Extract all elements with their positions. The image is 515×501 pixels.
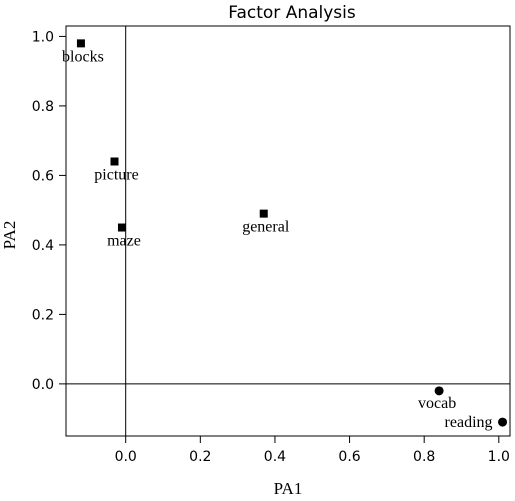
point-marker-vocab	[434, 386, 444, 396]
y-tick-label: 0.2	[32, 307, 54, 323]
point-marker-reading	[498, 417, 508, 427]
point-marker-maze	[117, 223, 126, 232]
x-tick-label: 0.6	[338, 449, 360, 465]
point-label-maze: maze	[107, 233, 141, 250]
x-axis: 0.0 0.2 0.4 0.6 0.8 1.0	[115, 436, 510, 465]
point-label-picture: picture	[94, 167, 138, 184]
point-label-reading: reading	[445, 414, 493, 431]
y-axis-label: PA2	[0, 221, 19, 250]
y-tick-label: 0.6	[32, 168, 54, 184]
y-tick-label: 0.4	[32, 238, 54, 254]
chart-title: Factor Analysis	[228, 3, 356, 23]
data-points: blocks picture maze general vocab reading	[62, 39, 508, 431]
point-marker-picture	[110, 157, 119, 166]
x-axis-label: PA1	[274, 479, 303, 498]
point-label-general: general	[242, 219, 290, 236]
plot-frame	[65, 25, 511, 437]
y-axis: 0.0 0.2 0.4 0.6 0.8 1.0	[32, 29, 66, 393]
point-label-vocab: vocab	[418, 395, 456, 412]
x-tick-label: 0.4	[264, 449, 286, 465]
point-label-blocks: blocks	[62, 48, 104, 65]
point-marker-blocks	[76, 39, 85, 48]
x-tick-label: 1.0	[488, 449, 510, 465]
x-tick-label: 0.8	[413, 449, 435, 465]
y-tick-label: 0.0	[32, 377, 54, 393]
x-tick-label: 0.2	[189, 449, 211, 465]
y-tick-label: 0.8	[32, 99, 54, 115]
y-tick-label: 1.0	[32, 29, 54, 45]
x-tick-label: 0.0	[115, 449, 137, 465]
point-marker-general	[259, 209, 268, 218]
